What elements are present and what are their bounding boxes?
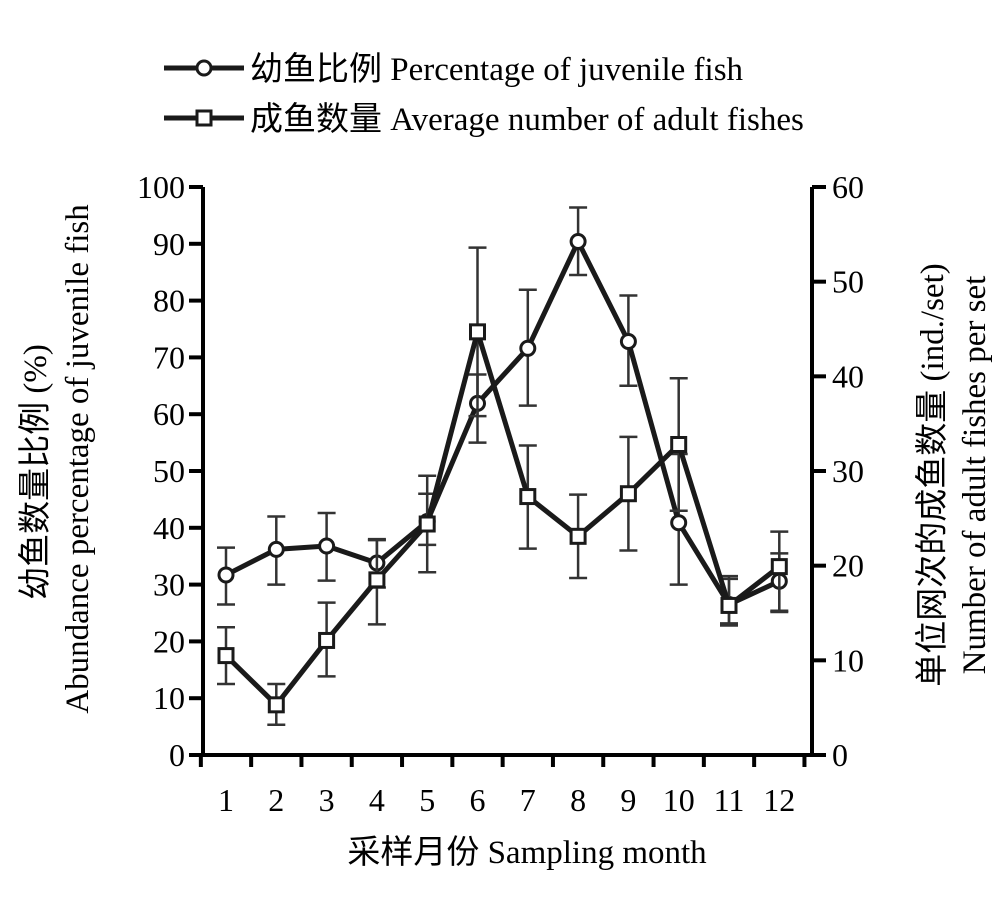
x-axis-tick-label: 10 [663, 782, 695, 818]
data-point-circle [619, 332, 637, 350]
data-point-square [318, 631, 336, 649]
axis-titles: 采样月份 Sampling month 幼鱼数量比例 (%) Abundance p… [17, 204, 993, 871]
data-point-square [619, 485, 637, 503]
left-axis-title-cn: 幼鱼数量比例 (%) [17, 344, 54, 600]
right-axis-tick-label: 30 [832, 453, 864, 489]
right-axis-tick-label: 60 [832, 169, 864, 205]
data-point-circle [569, 233, 587, 251]
data-point-square [670, 435, 688, 453]
left-axis-tick-label: 40 [153, 510, 185, 546]
left-axis-tick-label: 100 [137, 169, 185, 205]
right-axis-tick-label: 0 [832, 737, 848, 773]
right-axis-tick-label: 40 [832, 358, 864, 394]
data-point-square [770, 558, 788, 576]
series-line [224, 239, 781, 607]
legend-marker-circle [195, 59, 213, 77]
left-axis-tick-label: 0 [169, 737, 185, 773]
left-axis-tick-label: 90 [153, 226, 185, 262]
data-point-square [469, 323, 486, 341]
data-point-circle [318, 537, 336, 555]
left-axis-tick-label: 50 [153, 453, 185, 489]
right-axis-tick-label: 10 [832, 642, 864, 678]
x-axis-tick-label: 4 [369, 782, 385, 818]
x-axis-tick-label: 6 [470, 782, 486, 818]
x-axis-tick-label: 8 [570, 782, 586, 818]
x-axis-tick-label: 9 [620, 782, 636, 818]
x-axis-tick-label: 12 [763, 782, 795, 818]
left-axis-tick-label: 20 [153, 623, 185, 659]
x-axis-tick-label: 5 [419, 782, 435, 818]
series-layer [217, 206, 789, 726]
right-axis-tick-label: 50 [832, 264, 864, 300]
data-point-square [519, 488, 537, 506]
x-axis-tick-label: 11 [714, 782, 745, 818]
legend-marker-square [195, 109, 213, 127]
x-axis-tick-label: 3 [319, 782, 335, 818]
data-point-square [418, 515, 436, 533]
right-axis-title-en: Number of adult fishes per set [957, 276, 993, 675]
legend-label: 成鱼数量 Average number of adult fishes [250, 101, 804, 138]
x-axis-tick-label: 2 [268, 782, 284, 818]
data-point-square [569, 527, 587, 545]
data-point-square [217, 647, 235, 665]
x-axis-tick-label: 1 [218, 782, 234, 818]
left-axis-tick-label: 80 [153, 283, 185, 319]
legend-label: 幼鱼比例 Percentage of juvenile fish [250, 51, 744, 88]
data-point-circle [267, 540, 285, 558]
series-line [224, 329, 781, 708]
right-axis-tick-label: 20 [832, 548, 864, 584]
data-point-circle [519, 339, 537, 357]
legend: 幼鱼比例 Percentage of juvenile fish 成鱼数量 Ave… [164, 51, 804, 138]
data-point-square [368, 571, 386, 589]
data-point-circle [670, 514, 688, 532]
left-axis-tick-label: 60 [153, 396, 185, 432]
series-adult-number [217, 246, 789, 726]
left-axis-title-en: Abundance percentage of juvenile fish [60, 204, 96, 714]
left-axis-tick-label: 30 [153, 567, 185, 603]
left-axis-tick-label: 10 [153, 680, 185, 716]
x-axis-title: 采样月份 Sampling month [347, 834, 707, 871]
data-point-square [267, 696, 285, 714]
left-axis-tick-label: 70 [153, 339, 185, 375]
x-axis-tick-label: 7 [520, 782, 536, 818]
data-point-circle [217, 566, 235, 584]
right-axis-title-cn: 单位网次的成鱼数量 (ind./set) [914, 263, 951, 686]
data-point-square [720, 596, 738, 614]
